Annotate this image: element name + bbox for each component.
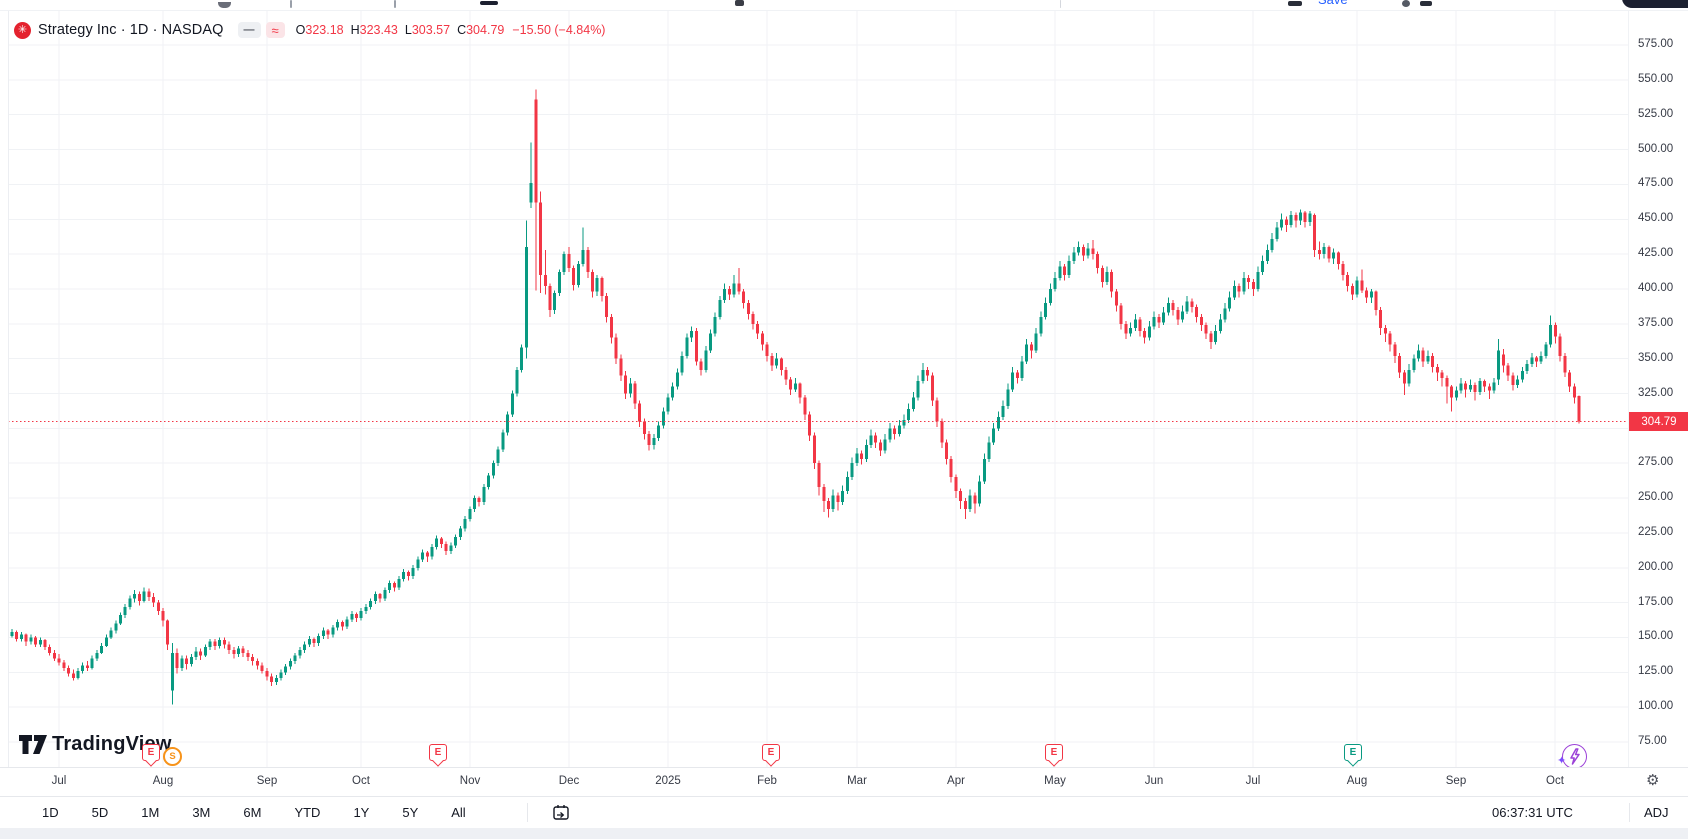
ohlc-readout: O323.18 H323.43 L303.57 C304.79 −15.50 (… [296, 23, 606, 37]
time-axis-label-jun: Jun [1144, 775, 1164, 787]
price-axis-label: 450.00 [1638, 212, 1674, 225]
search-icon[interactable] [1402, 0, 1410, 7]
time-axis-label-may: May [1044, 775, 1066, 787]
clock-utc[interactable]: 06:37:31 UTC [1492, 805, 1573, 820]
price-axis-label: 575.00 [1638, 38, 1674, 50]
time-axis-label-2025: 2025 [655, 775, 681, 787]
partial-icon [290, 0, 292, 8]
partial-icon [218, 2, 231, 8]
time-axis-label-feb: Feb [757, 775, 777, 787]
time-axis-label-aug: Aug [152, 775, 174, 787]
price-axis-label: 500.00 [1638, 142, 1674, 155]
divider [1060, 0, 1061, 8]
range-button-1y[interactable]: 1Y [353, 805, 370, 820]
earnings-badge[interactable]: E [142, 744, 160, 767]
gear-icon[interactable]: ⚙ [1646, 772, 1660, 789]
price-axis-label: 375.00 [1638, 316, 1674, 329]
price-axis-label: 275.00 [1638, 456, 1674, 469]
ai-lightning-badge[interactable]: ✦ [1557, 744, 1587, 769]
range-button-5y[interactable]: 5Y [402, 805, 419, 820]
range-button-ytd[interactable]: YTD [294, 805, 321, 820]
earnings-badge[interactable]: E [429, 744, 447, 767]
symbol-logo-icon[interactable]: ✳ [14, 21, 31, 39]
tradingview-logo-icon [19, 735, 47, 754]
symbol-title[interactable]: Strategy Inc · 1D · NASDAQ [38, 22, 224, 38]
partial-icon [1420, 1, 1432, 6]
price-axis-label: 250.00 [1638, 491, 1674, 504]
price-axis-label: 475.00 [1638, 177, 1674, 190]
range-selector: 1D 5D 1M 3M 6M YTD 1Y 5Y All [42, 797, 466, 828]
range-button-6m[interactable]: 6M [243, 805, 262, 820]
price-axis-label: 525.00 [1638, 107, 1674, 120]
time-axis-label-mar: Mar [847, 775, 867, 787]
clipped-top-toolbar: Save [0, 0, 1688, 10]
price-axis-label: 125.00 [1638, 665, 1674, 678]
time-axis-label-dec: Dec [558, 775, 580, 787]
price-axis-label: 325.00 [1638, 386, 1674, 399]
tradingview-logo-text: TradingView [52, 733, 172, 755]
time-axis[interactable]: ⚙ Jul Aug Sep Oct Nov Dec 2025 Feb Mar Apr May Jun J… [0, 767, 1688, 797]
divider [527, 803, 528, 822]
earnings-badge[interactable]: E [1045, 744, 1063, 767]
price-axis-label: 550.00 [1638, 72, 1674, 85]
price-axis[interactable]: 304.79 75.00 100.00 125.00 150.00 175.00 200.… [1628, 10, 1688, 767]
split-badge[interactable]: S [163, 747, 182, 766]
partial-icon [1288, 1, 1302, 6]
price-axis-label: 175.00 [1638, 595, 1674, 608]
time-axis-label-apr: Apr [947, 775, 965, 787]
price-axis-label: 100.00 [1638, 700, 1674, 713]
close-value: C304.79 [457, 23, 505, 37]
adj-toggle[interactable]: ADJ [1644, 805, 1669, 820]
price-axis-label: 400.00 [1638, 281, 1674, 294]
time-axis-label-sep: Sep [256, 775, 278, 787]
range-button-3m[interactable]: 3M [192, 805, 211, 820]
range-button-1m[interactable]: 1M [141, 805, 160, 820]
approximation-toggle[interactable]: ≈ [265, 22, 285, 38]
open-value: O323.18 [295, 23, 344, 37]
partial-icon [394, 0, 396, 8]
partial-icon [735, 0, 744, 6]
earnings-badge[interactable]: E [762, 744, 780, 767]
collapse-legend-button[interactable]: — [237, 22, 261, 38]
symbol-legend: ✳ Strategy Inc · 1D · NASDAQ — ≈ O323.18… [14, 20, 605, 40]
time-axis-label-oct: Oct [352, 775, 370, 787]
change-value: −15.50 (−4.84%) [512, 23, 606, 37]
range-button-5d[interactable]: 5D [91, 805, 109, 820]
price-axis-label: 425.00 [1638, 247, 1674, 260]
save-button[interactable]: Save [1318, 0, 1348, 7]
sparkle-icon: ✦ [1557, 755, 1567, 767]
price-axis-label: 225.00 [1638, 525, 1674, 538]
divider [1629, 803, 1630, 822]
go-to-date-icon[interactable] [551, 803, 571, 823]
time-axis-label-aug: Aug [1346, 775, 1368, 787]
last-price-tag: 304.79 [1629, 412, 1688, 432]
high-value: H323.43 [350, 23, 398, 37]
price-axis-label: 350.00 [1638, 351, 1674, 364]
time-axis-label-oct: Oct [1546, 775, 1564, 787]
page-bottom-strip [0, 828, 1688, 839]
tradingview-watermark[interactable]: TradingView [18, 733, 172, 756]
left-gutter [0, 10, 9, 767]
bottom-toolbar: 1D 5D 1M 3M 6M YTD 1Y 5Y All 06:37:31 UTC ADJ [0, 796, 1688, 828]
corner-widget [1622, 0, 1688, 8]
low-value: L303.57 [404, 23, 451, 37]
price-axis-label: 150.00 [1638, 630, 1674, 643]
range-button-all[interactable]: All [451, 805, 466, 820]
price-axis-label: 200.00 [1638, 560, 1674, 573]
partial-icon [480, 1, 498, 5]
time-axis-label-nov: Nov [459, 775, 481, 787]
time-axis-label-jul: Jul [51, 775, 67, 787]
price-axis-label: 75.00 [1638, 735, 1667, 747]
range-button-1d[interactable]: 1D [42, 805, 59, 820]
earnings-badge[interactable]: E [1344, 744, 1362, 767]
lightning-icon [1570, 748, 1580, 765]
time-axis-label-jul: Jul [1245, 775, 1261, 787]
time-axis-label-sep: Sep [1445, 775, 1467, 787]
pane-top-border [0, 10, 1688, 11]
